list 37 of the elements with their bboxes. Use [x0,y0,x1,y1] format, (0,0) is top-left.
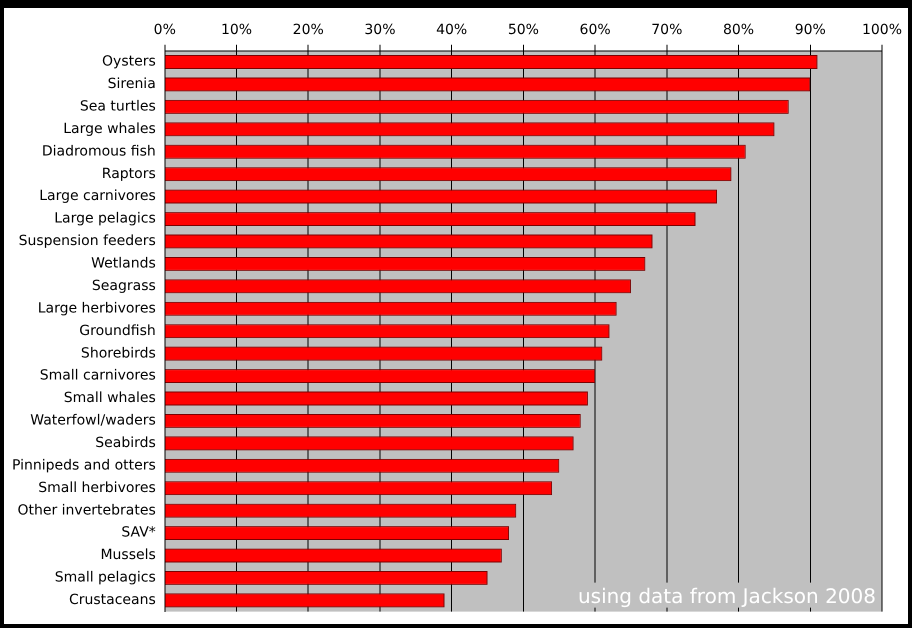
y-tick-label: Small carnivores [40,368,156,384]
x-tick-label: 30% [364,22,396,38]
y-tick-label: Large whales [63,120,156,137]
x-tick-label: 60% [580,22,611,38]
y-tick-label: Sirenia [108,76,156,92]
x-tick-label: 20% [292,22,324,38]
y-tick-label: Groundfish [79,322,156,339]
x-tick-label: 10% [220,22,252,38]
annotation: using data from Jackson 2008 [578,584,876,608]
x-tick-label: 0% [154,22,176,38]
x-tick-label: 40% [436,22,468,38]
y-tick-label: Large carnivores [39,188,156,204]
x-tick-label: 50% [508,22,539,38]
y-tick-label: Small herbivores [38,480,156,496]
x-tick-label: 70% [651,22,682,38]
y-tick-label: Seabirds [95,435,156,451]
x-tick-label: 100% [862,22,902,38]
y-tick-label: Diadromous fish [42,143,156,160]
y-tick-label: Pinnipeds and otters [12,457,156,474]
y-tick-label: Large herbivores [38,300,156,316]
y-tick-label: Raptors [102,166,156,182]
y-tick-label: Sea turtles [80,98,156,115]
y-tick-label: Suspension feeders [18,233,156,250]
y-tick-label: Large pelagics [54,210,156,227]
y-tick-label: Shorebirds [80,345,156,362]
x-tick-label: 80% [722,22,754,38]
y-tick-label: Waterfowl/waders [30,412,156,429]
y-tick-label: Wetlands [91,256,156,272]
y-tick-label: Mussels [100,547,156,564]
y-tick-label: Crustaceans [68,592,156,608]
y-tick-label: Other invertebrates [17,502,156,518]
y-tick-label: Small pelagics [54,570,156,586]
y-tick-label: Small whales [64,390,156,406]
y-tick-label: Oysters [102,54,156,70]
y-tick-label: SAV* [121,524,156,541]
x-tick-label: 90% [794,22,826,38]
y-tick-label: Seagrass [92,278,156,294]
